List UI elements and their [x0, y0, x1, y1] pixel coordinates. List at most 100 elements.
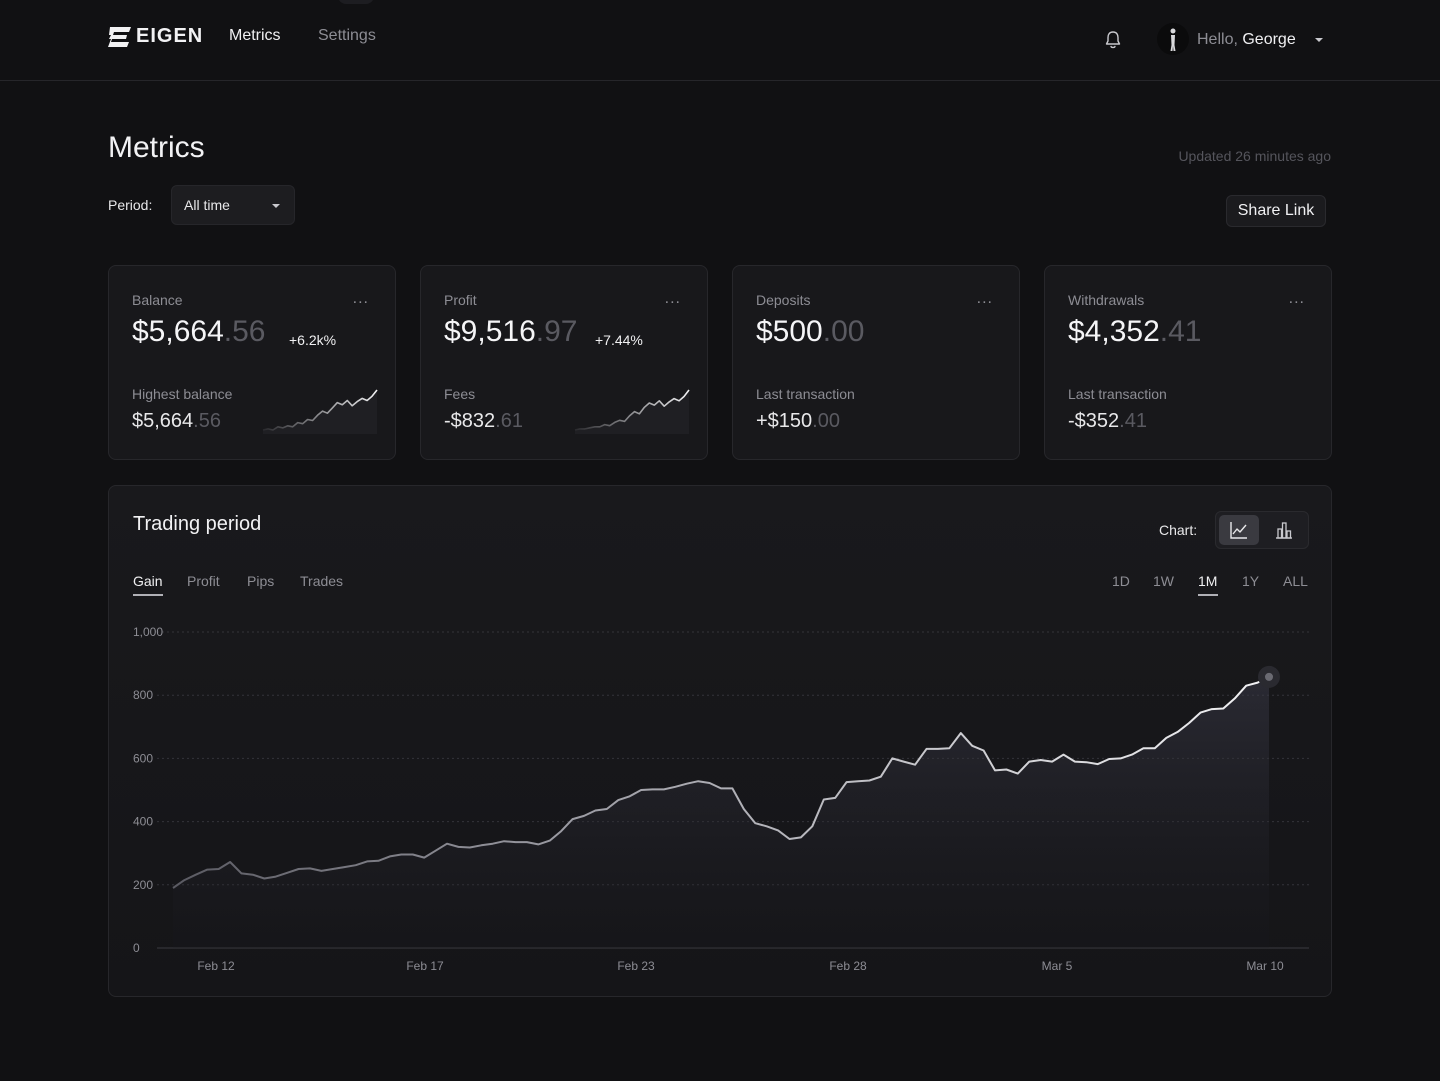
- x-tick-label: Feb 17: [406, 959, 444, 973]
- more-options-icon[interactable]: ...: [352, 290, 369, 307]
- card-value-main: $5,664: [132, 315, 224, 348]
- x-tick-label: Feb 23: [617, 959, 655, 973]
- card-subvalue-cents: .56: [193, 410, 221, 432]
- x-tick-label: Mar 10: [1246, 959, 1284, 973]
- tab-pips[interactable]: Pips: [247, 573, 275, 589]
- y-tick-label: 0: [133, 941, 140, 955]
- last-point-marker: [1265, 672, 1273, 681]
- line-chart-icon: [1230, 522, 1247, 539]
- card-subvalue-main: +$150: [756, 410, 813, 432]
- card-value-main: $9,516: [444, 315, 536, 348]
- page-title: Metrics: [108, 131, 205, 164]
- chart-type-toggle: [1215, 511, 1309, 549]
- metric-card-profit: Profit ... $9,516.97 +7.44% Fees -$832.6…: [420, 265, 708, 460]
- last-updated-text: Updated 26 minutes ago: [1178, 148, 1331, 164]
- active-tab-underline: [133, 594, 163, 596]
- card-value-cents: .41: [1159, 315, 1202, 348]
- chart-type-label: Chart:: [1159, 522, 1198, 538]
- card-subvalue-main: $5,664: [132, 410, 194, 432]
- active-range-underline: [1198, 594, 1218, 596]
- brand-logo[interactable]: EIGEN: [108, 24, 203, 48]
- chevron-down-icon: [272, 204, 280, 208]
- x-tick-label: Feb 12: [197, 959, 235, 973]
- sparkline-area: [263, 390, 377, 434]
- card-value: $5,664.56: [132, 315, 265, 349]
- range-1w[interactable]: 1W: [1153, 573, 1174, 589]
- metric-card-deposits: Deposits ... $500.00 Last transaction +$…: [732, 265, 1020, 460]
- user-menu-chevron-down-icon[interactable]: [1315, 38, 1323, 42]
- nav-settings[interactable]: Settings: [318, 27, 376, 44]
- y-tick-label: 400: [133, 815, 153, 829]
- metric-card-withdrawals: Withdrawals ... $4,352.41 Last transacti…: [1044, 265, 1332, 460]
- card-subvalue: -$352.41: [1068, 410, 1147, 433]
- card-value: $500.00: [756, 315, 864, 349]
- bar-chart-button[interactable]: [1264, 515, 1304, 545]
- range-1y[interactable]: 1Y: [1242, 573, 1260, 589]
- more-options-icon[interactable]: ...: [1288, 290, 1305, 307]
- card-value: $9,516.97: [444, 315, 577, 349]
- card-subvalue-cents: .61: [495, 410, 523, 432]
- sparkline-area: [575, 390, 689, 434]
- card-subvalue: $5,664.56: [132, 410, 221, 433]
- tab-profit[interactable]: Profit: [187, 573, 220, 589]
- period-select-value: All time: [184, 197, 230, 213]
- card-sublabel: Highest balance: [132, 386, 233, 402]
- card-subvalue: +$150.00: [756, 410, 840, 433]
- card-value-cents: .97: [535, 315, 578, 348]
- card-label: Profit: [444, 292, 477, 308]
- line-chart-button[interactable]: [1219, 515, 1259, 545]
- card-subvalue: -$832.61: [444, 410, 523, 433]
- nav-metrics[interactable]: Metrics: [229, 27, 281, 44]
- card-subvalue-cents: .41: [1119, 410, 1147, 432]
- y-tick-label: 200: [133, 878, 153, 892]
- metric-card-balance: Balance ... $5,664.56 +6.2k% Highest bal…: [108, 265, 396, 460]
- user-avatar[interactable]: [1157, 23, 1189, 55]
- nav-scroll-indicator: [338, 0, 374, 4]
- profit-sparkline: [574, 389, 690, 434]
- card-sublabel: Fees: [444, 386, 476, 402]
- card-value-cents: .56: [223, 315, 266, 348]
- range-1d[interactable]: 1D: [1112, 573, 1130, 589]
- tab-gain[interactable]: Gain: [133, 573, 163, 589]
- card-subvalue-cents: .00: [812, 410, 840, 432]
- gain-area-chart: 0 200 400 600 800 1,000 Feb 12 Feb 17 Feb 23 Feb …: [133, 625, 1309, 973]
- gain-series-line: [172, 676, 1270, 889]
- share-link-button[interactable]: Share Link: [1226, 195, 1326, 227]
- user-name: George: [1242, 31, 1296, 48]
- y-tick-label: 800: [133, 688, 153, 702]
- user-greeting[interactable]: Hello, George: [1197, 31, 1296, 49]
- period-label: Period:: [108, 197, 153, 213]
- y-tick-label: 1,000: [133, 625, 163, 639]
- range-all[interactable]: ALL: [1283, 573, 1308, 589]
- card-value-main: $4,352: [1068, 315, 1160, 348]
- tab-trades[interactable]: Trades: [300, 573, 344, 589]
- range-1m[interactable]: 1M: [1198, 573, 1218, 589]
- card-value-cents: .00: [822, 315, 865, 348]
- brand-name: EIGEN: [136, 24, 204, 47]
- avatar-person-icon: [1170, 28, 1176, 51]
- notification-bell-icon[interactable]: [1102, 29, 1124, 51]
- card-label: Withdrawals: [1068, 292, 1145, 308]
- x-tick-label: Mar 5: [1042, 959, 1073, 973]
- card-sublabel: Last transaction: [1068, 386, 1167, 402]
- card-label: Deposits: [756, 292, 811, 308]
- greeting-hello: Hello,: [1197, 31, 1238, 48]
- card-value: $4,352.41: [1068, 315, 1201, 349]
- period-select[interactable]: All time: [171, 185, 295, 225]
- gain-area-fill: [173, 676, 1269, 948]
- more-options-icon[interactable]: ...: [976, 290, 993, 307]
- card-change: +6.2k%: [289, 332, 337, 348]
- card-sublabel: Last transaction: [756, 386, 855, 402]
- x-tick-label: Feb 28: [829, 959, 867, 973]
- eigen-logo-icon: [108, 27, 131, 47]
- bar-chart-icon: [1276, 522, 1292, 539]
- sparkline-line: [574, 389, 690, 431]
- card-subvalue-main: -$352: [1068, 410, 1120, 432]
- more-options-icon[interactable]: ...: [664, 290, 681, 307]
- card-subvalue-main: -$832: [444, 410, 496, 432]
- top-navigation-bar: EIGEN Metrics Settings Hello, George: [0, 0, 1440, 81]
- sparkline-line: [262, 389, 378, 431]
- panel-title: Trading period: [133, 513, 262, 535]
- card-value-main: $500: [756, 315, 823, 348]
- card-change: +7.44%: [595, 332, 643, 348]
